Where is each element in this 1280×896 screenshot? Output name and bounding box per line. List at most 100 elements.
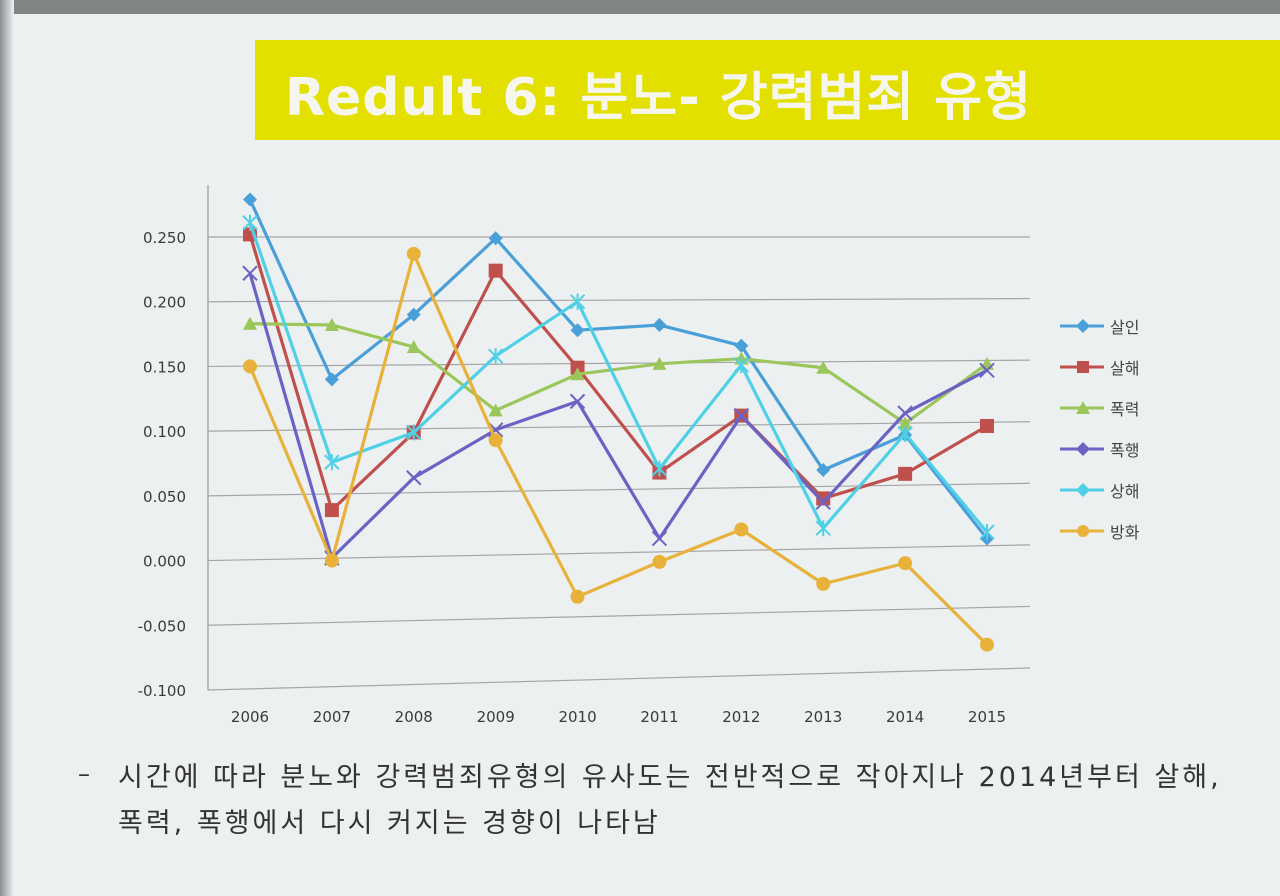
data-point-5 — [243, 359, 257, 374]
data-point-4 — [569, 293, 586, 310]
data-point-3 — [651, 530, 668, 547]
legend-swatch — [1060, 524, 1104, 537]
data-point-0 — [324, 372, 339, 387]
legend-item: 살해 — [1058, 346, 1218, 387]
legend-swatch — [1060, 318, 1104, 333]
legend-swatch — [1060, 482, 1104, 497]
gridline — [207, 297, 1031, 303]
gridline — [207, 482, 1031, 497]
data-point-2 — [324, 318, 339, 332]
data-point-4 — [242, 214, 258, 231]
y-tick-label: 0.100 — [143, 423, 186, 441]
x-tick-label: 2014 — [886, 708, 924, 726]
data-point-2 — [243, 316, 257, 330]
x-tick-label: 2011 — [640, 708, 678, 726]
data-point-3 — [569, 393, 586, 410]
y-tick-label: 0.150 — [143, 358, 186, 376]
data-point-1 — [488, 263, 503, 278]
y-tick-label: 0.000 — [143, 553, 186, 571]
legend-label: 살인 — [1110, 317, 1140, 337]
data-point-3 — [815, 494, 831, 511]
legend-item: 폭력 — [1058, 387, 1218, 428]
data-point-2 — [816, 360, 831, 374]
series-line-1 — [248, 233, 988, 512]
x-tick-label: 2012 — [722, 708, 760, 726]
data-point-1 — [980, 418, 994, 433]
legend-label: 방화 — [1110, 522, 1140, 542]
legend-item: 방화 — [1058, 510, 1218, 551]
data-point-4 — [979, 524, 995, 541]
data-point-3 — [242, 265, 258, 281]
data-point-5 — [570, 589, 585, 604]
data-point-0 — [570, 323, 585, 338]
data-point-4 — [651, 460, 668, 477]
legend-label: 폭력 — [1110, 399, 1140, 419]
series-line-3 — [248, 272, 988, 560]
data-point-4 — [487, 348, 504, 365]
x-tick-label: 2010 — [558, 708, 596, 726]
data-point-1 — [816, 491, 831, 506]
data-point-2 — [406, 340, 421, 354]
data-point-4 — [324, 454, 340, 471]
y-tick-label: -0.050 — [138, 617, 186, 635]
projector-left-edge — [0, 0, 14, 896]
series-line-4 — [248, 222, 989, 534]
data-point-3 — [733, 407, 750, 424]
data-point-0 — [652, 318, 667, 333]
data-point-0 — [406, 307, 421, 322]
y-tick-label: 0.250 — [143, 229, 186, 247]
data-point-2 — [488, 403, 503, 417]
projector-top-edge — [0, 0, 1280, 14]
y-tick-label: -0.100 — [138, 682, 186, 700]
legend-label: 폭행 — [1110, 440, 1140, 460]
x-tick-label: 2013 — [804, 708, 842, 726]
legend-item: 살인 — [1058, 305, 1218, 346]
data-point-0 — [734, 338, 749, 353]
data-point-5 — [980, 637, 994, 652]
data-point-1 — [324, 503, 339, 518]
data-point-4 — [815, 520, 831, 537]
series-line-2 — [249, 322, 988, 425]
data-point-0 — [243, 192, 257, 207]
legend-label: 상해 — [1110, 481, 1140, 501]
data-point-1 — [898, 466, 913, 481]
gridline — [207, 605, 1031, 626]
data-point-3 — [979, 362, 995, 379]
x-tick-label: 2008 — [395, 708, 433, 726]
data-point-5 — [816, 576, 831, 591]
x-tick-label: 2007 — [313, 708, 351, 726]
data-point-3 — [487, 422, 504, 438]
legend-label: 살해 — [1110, 358, 1140, 378]
data-point-5 — [734, 522, 749, 537]
series-line-0 — [248, 198, 989, 540]
data-point-0 — [816, 462, 831, 477]
data-point-2 — [898, 416, 913, 430]
y-tick-label: 0.200 — [143, 294, 186, 312]
series-line-5 — [248, 252, 989, 646]
data-point-2 — [570, 367, 585, 381]
data-point-0 — [488, 231, 503, 246]
data-point-5 — [324, 553, 339, 568]
x-tick-label: 2006 — [231, 708, 269, 726]
y-tick-label: 0.050 — [143, 488, 186, 506]
legend-item: 상해 — [1058, 469, 1218, 510]
data-point-4 — [897, 425, 913, 442]
legend-item: 폭행 — [1058, 428, 1218, 469]
bullet-marker: – — [78, 760, 90, 788]
data-point-5 — [652, 554, 667, 569]
data-point-3 — [406, 470, 422, 486]
x-tick-label: 2015 — [968, 708, 1006, 726]
legend-swatch — [1060, 441, 1104, 456]
bullet-text: 시간에 따라 분노와 강력범죄유형의 유사도는 전반적으로 작아지나 2014년… — [118, 762, 1222, 839]
legend-swatch — [1060, 400, 1104, 414]
data-point-2 — [652, 356, 667, 370]
data-point-2 — [980, 356, 994, 370]
gridline — [207, 544, 1031, 562]
slide-title: Redult 6: 분노- 강력범죄 유형 — [285, 68, 1032, 128]
data-point-5 — [898, 556, 913, 571]
gridline — [207, 359, 1031, 368]
gridline — [207, 421, 1031, 432]
